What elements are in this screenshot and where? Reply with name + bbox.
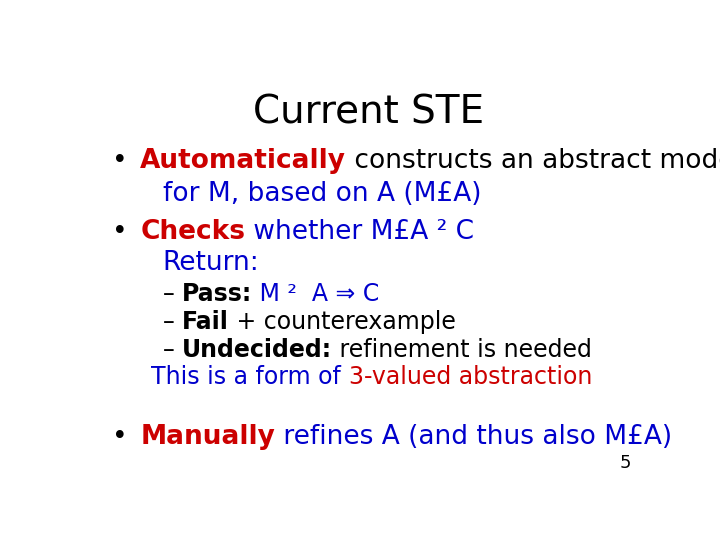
Text: Return:: Return: <box>163 250 259 276</box>
Text: for M, based on A (M£A): for M, based on A (M£A) <box>163 181 481 207</box>
Text: •: • <box>112 219 128 245</box>
Text: + counterexample: + counterexample <box>229 310 456 334</box>
Text: Manually: Manually <box>140 424 275 450</box>
Text: constructs an abstract model: constructs an abstract model <box>346 148 720 174</box>
Text: whether M£A ² C: whether M£A ² C <box>246 219 474 245</box>
Text: –: – <box>163 310 181 334</box>
Text: Current STE: Current STE <box>253 94 485 132</box>
Text: 5: 5 <box>620 454 631 472</box>
Text: refinement is needed: refinement is needed <box>332 339 592 362</box>
Text: refines A (and thus also M£A): refines A (and thus also M£A) <box>275 424 672 450</box>
Text: •: • <box>112 424 128 450</box>
Text: Undecided:: Undecided: <box>181 339 332 362</box>
Text: Pass:: Pass: <box>181 282 252 306</box>
Text: •: • <box>112 148 128 174</box>
Text: 3-valued abstraction: 3-valued abstraction <box>348 365 592 389</box>
Text: Automatically: Automatically <box>140 148 346 174</box>
Text: M ²  A ⇒ C: M ² A ⇒ C <box>252 282 379 306</box>
Text: Fail: Fail <box>181 310 229 334</box>
Text: This is a form of: This is a form of <box>151 365 348 389</box>
Text: Checks: Checks <box>140 219 246 245</box>
Text: –: – <box>163 282 181 306</box>
Text: –: – <box>163 339 181 362</box>
